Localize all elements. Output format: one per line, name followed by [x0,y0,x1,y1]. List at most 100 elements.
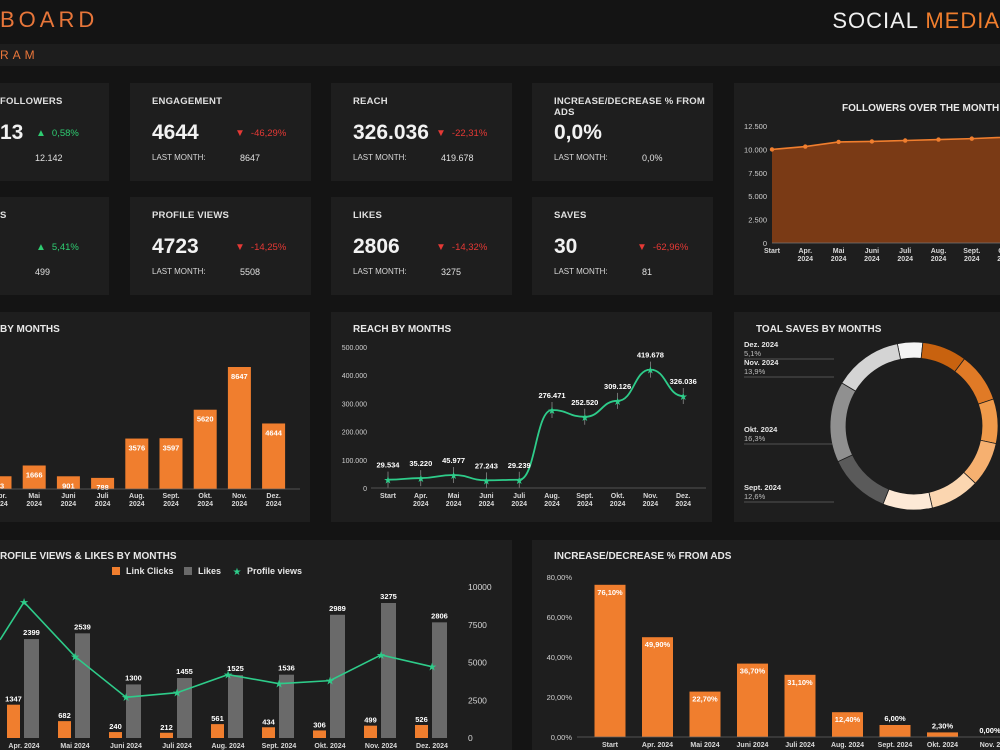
kpi-title: LIKES [353,210,382,221]
tick-label: Juni [865,248,879,255]
tick-label: Start [764,248,781,255]
bar-value-label: 36,70% [740,667,766,676]
likes-bar [381,603,396,738]
bar-value-label: 499 [364,716,377,725]
y-tick-label: 10.000 [744,145,767,154]
ads-chart: 80,00% 60,00% 40,00% 20,00% 0,00% 76,10% Start… [547,573,1000,749]
link-clicks-bar [160,732,173,738]
point-value-label: 35.220 [409,459,432,468]
star-marker-icon: ★ [646,366,655,377]
bar-value-label: 788 [96,483,109,492]
tick-label: 2024 [95,501,111,508]
likes-bar [126,684,141,738]
bar-value-label: 31,10% [787,678,813,687]
ads-chart-title: INCREASE/DECREASE % FROM ADS [554,551,732,562]
star-marker-icon: ★ [223,670,233,682]
slice-label: Dez. 2024 [744,340,779,349]
star-marker-icon: ★ [376,650,386,662]
tick-label: 2024 [232,501,248,508]
bar-value-label: 22,70% [692,695,718,704]
donut-slice [841,343,901,392]
arrow-up-icon: ▲ [36,128,46,139]
bar-value-label: 49,90% [645,640,671,649]
tick-label: 2024 [577,501,593,508]
kpi-value: 326.036 [353,121,429,144]
donut-slice [977,398,999,445]
kpi-card: SAVES 30 ▼ -62,96% LAST MONTH: 81 [532,197,713,295]
kpi-change: ▼ -14,25% [235,242,286,253]
link-clicks-bar [262,727,275,738]
y-tick-label: 100.000 [342,458,367,465]
tick-label: 2024 [197,501,213,508]
link-clicks-bar [7,704,20,738]
tick-label: Okt. [611,493,625,500]
tick-label: 2024 [61,501,77,508]
bar-value-label: 561 [211,714,224,723]
bar-value-label: 3275 [380,592,397,601]
engagement-bar [22,465,46,489]
point-value-label: 29.534 [377,461,401,470]
profile-likes-chart-title: ROFILE VIEWS & LIKES BY MONTHS [0,551,177,562]
star-marker-icon: ★ [515,476,524,487]
tick-label: Juli [513,493,525,500]
y-tick-label: 200.000 [342,430,367,437]
followers-area [772,136,1000,243]
arrow-up-icon: ▲ [36,242,46,253]
kpi-change: ▼ -14,32% [436,242,487,253]
saves-chart-title: TOAL SAVES BY MONTHS [756,324,882,335]
ads-bar [689,691,721,737]
point-value-label: 252.520 [571,398,598,407]
arrow-down-icon: ▼ [637,242,647,253]
slice-label: Nov. 2024 [744,358,779,367]
bar-value-label: 240 [109,722,122,731]
tick-label: Mai 2024 [690,742,719,749]
followers-chart-title: FOLLOWERS OVER THE MONTH [842,103,1000,114]
link-clicks-bar [109,732,122,738]
tick-label: Sept. [963,248,980,255]
kpi-card: INCREASE/DECREASE % FROM ADS 0,0% LAST MON… [532,83,713,181]
star-marker-icon: ★ [427,662,437,674]
bar-value-label: 1300 [125,673,142,682]
tick-label: Sept. 2024 [262,743,297,750]
ads-bar [594,584,626,737]
kpi-last-month-value: 12.142 [35,153,63,163]
tick-label: 2024 [446,501,462,508]
star-marker-icon: ★ [172,688,182,700]
kpi-last-month-value: 0,0% [642,153,663,163]
kpi-last-month-value: 8647 [240,153,261,163]
tick-label: Okt. [998,248,1000,255]
profile-likes-chart-card: ROFILE VIEWS & LIKES BY MONTHS Link Clic… [0,540,512,750]
kpi-title: PROFILE VIEWS [152,210,230,221]
followers-chart-card: FOLLOWERS OVER THE MONTH 12.500 10.000 7.5… [734,83,1000,295]
y-tick-label: 0,00% [551,733,573,742]
bar-value-label: 1455 [176,667,193,676]
bar-value-label: 901 [62,481,75,490]
legend-swatch [112,567,120,575]
y-tick-label: 400.000 [342,373,367,380]
tick-label: 2024 [864,256,880,263]
tick-label: 2024 [931,256,947,263]
tick-label: 2024 [544,501,560,508]
tick-label: 2024 [163,501,179,508]
tick-label: 2024 [26,501,42,508]
engagement-bar [159,438,183,489]
star-marker-icon: ★ [384,476,393,487]
reach-chart-title: REACH BY MONTHS [353,324,452,335]
link-clicks-bar [415,724,428,738]
likes-bar [432,622,447,738]
tick-label: 2024 [0,501,8,508]
y-tick-label: 500.000 [342,345,367,352]
ads-bar [784,674,816,737]
reach-chart-card: REACH BY MONTHS 500.000 400.000 300.000 200… [331,312,712,522]
y-tick-label: 60,00% [547,613,573,622]
engagement-bar [193,409,217,489]
tick-label: Dez. [676,493,690,500]
bar-value-label: 2,30% [932,721,954,730]
bar-value-label: 2539 [74,622,91,631]
engagement-bar [227,367,251,489]
ads-bar [927,732,958,737]
tick-label: Aug. [544,493,560,500]
tick-label: Aug. 2024 [211,743,244,750]
kpi-change: ▼ -46,29% [235,128,286,139]
